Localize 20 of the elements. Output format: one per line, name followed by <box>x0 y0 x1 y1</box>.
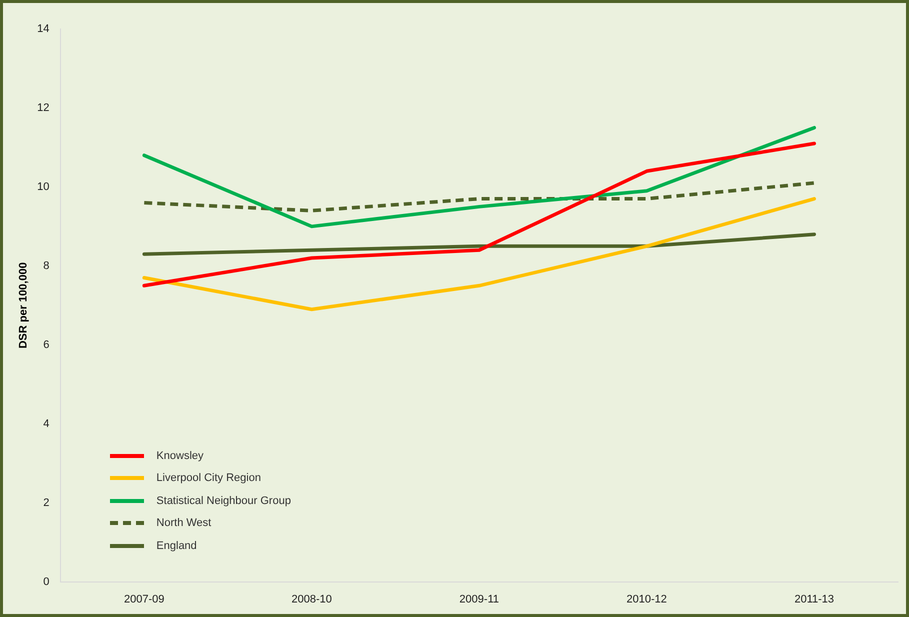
legend-label: England <box>156 540 197 552</box>
x-tick-label: 2010-12 <box>626 593 667 606</box>
y-tick-label: 12 <box>37 102 50 114</box>
legend-label: Knowsley <box>156 450 204 462</box>
line-series <box>142 181 816 212</box>
y-axis-title: DSR per 100,000 <box>18 262 30 349</box>
x-tick-label: 2011-13 <box>794 593 834 606</box>
y-tick-label: 0 <box>43 576 50 588</box>
y-tick-label: 10 <box>37 180 50 193</box>
legend-label: North West <box>156 517 212 530</box>
y-tick-label: 8 <box>43 260 50 272</box>
legend-label: Statistical Neighbour Group <box>156 494 291 507</box>
x-tick-label: 2009-11 <box>459 593 499 606</box>
x-tick-label: 2008-10 <box>292 593 332 606</box>
y-tick-label: 4 <box>43 418 50 430</box>
y-tick-label: 2 <box>43 496 50 509</box>
x-tick-label: 2007-09 <box>124 593 164 606</box>
y-tick-label: 6 <box>43 338 50 351</box>
legend-label: Liverpool City Region <box>156 472 261 484</box>
y-tick-label: 14 <box>37 23 50 36</box>
